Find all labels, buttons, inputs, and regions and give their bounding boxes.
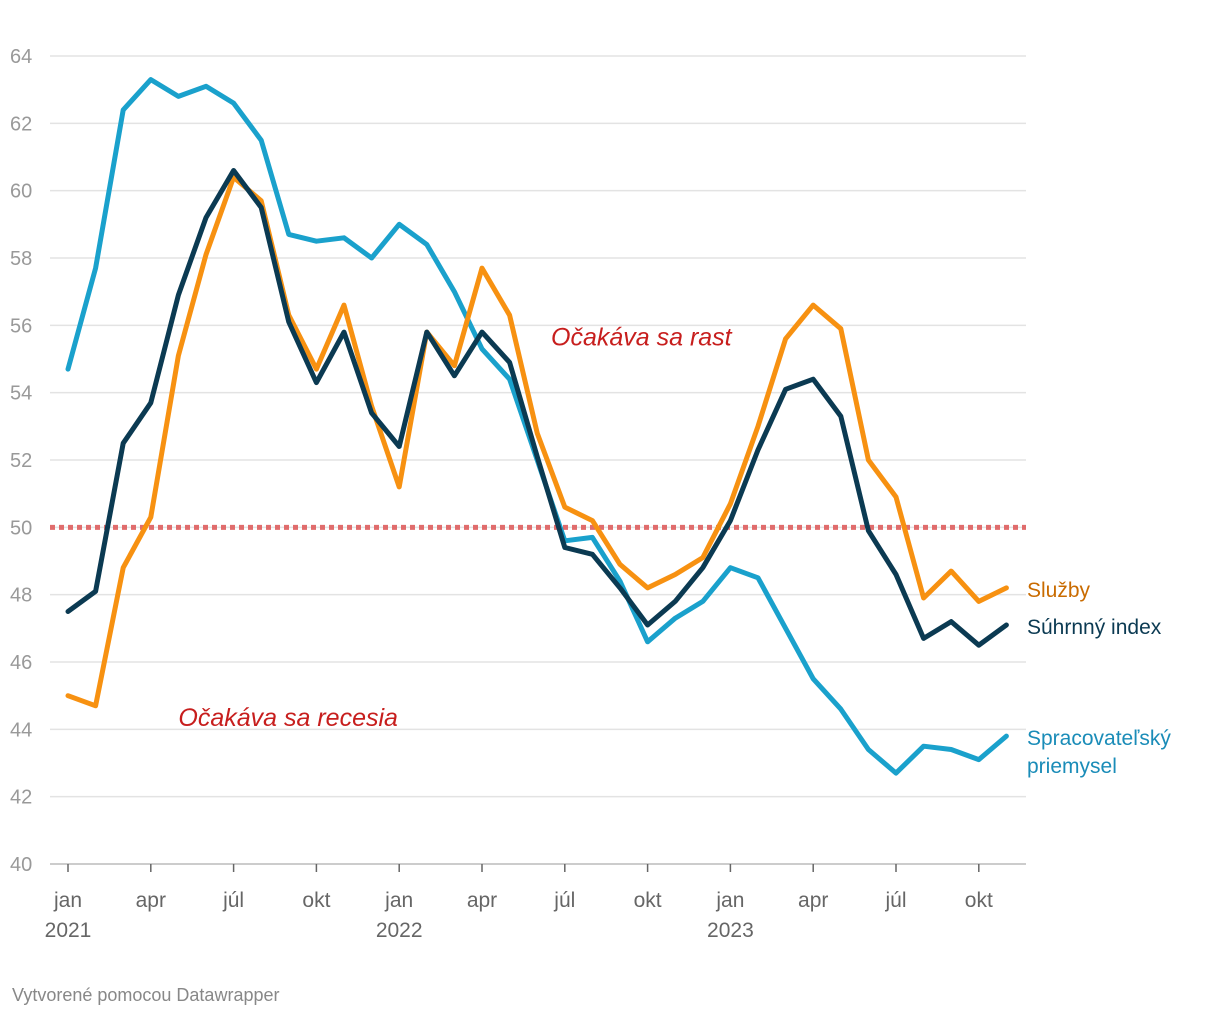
annotation: Očakáva sa rast bbox=[551, 324, 733, 352]
y-tick-label: 46 bbox=[10, 652, 32, 674]
series-line-súhrnný-index bbox=[65, 168, 1009, 648]
x-tick-label: apr bbox=[467, 889, 497, 912]
x-tick-year: 2021 bbox=[45, 919, 92, 942]
y-tick-label: 60 bbox=[10, 181, 32, 203]
x-tick-label: jan bbox=[715, 889, 744, 912]
y-tick-label: 48 bbox=[10, 585, 32, 607]
y-tick-label: 62 bbox=[10, 113, 32, 135]
y-tick-label: 42 bbox=[10, 787, 32, 809]
y-tick-label: 64 bbox=[10, 46, 32, 68]
series-label: priemysel bbox=[1027, 755, 1117, 778]
x-tick-label: okt bbox=[965, 889, 993, 912]
x-tick-label: jan bbox=[384, 889, 413, 912]
y-tick-label: 54 bbox=[10, 383, 32, 405]
y-tick-label: 58 bbox=[10, 248, 32, 270]
series-label: Súhrnný index bbox=[1027, 616, 1162, 639]
x-tick-year: 2023 bbox=[707, 919, 754, 942]
series-line-služby bbox=[65, 174, 1009, 709]
x-tick-label: apr bbox=[136, 889, 166, 912]
x-tick-year: 2022 bbox=[376, 919, 423, 942]
y-tick-label: 56 bbox=[10, 315, 32, 337]
series-label: Služby bbox=[1027, 579, 1091, 602]
y-tick-label: 40 bbox=[10, 854, 32, 876]
y-tick-label: 50 bbox=[10, 517, 32, 539]
annotation: Očakáva sa recesia bbox=[178, 704, 398, 732]
credit-text: Vytvorené pomocou Datawrapper bbox=[12, 985, 280, 1005]
x-tick-label: apr bbox=[798, 889, 828, 912]
y-tick-label: 52 bbox=[10, 450, 32, 472]
x-tick-label: okt bbox=[302, 889, 330, 912]
x-tick-label: okt bbox=[634, 889, 662, 912]
x-tick-label: jan bbox=[53, 889, 82, 912]
x-tick-label: júl bbox=[884, 889, 906, 912]
y-tick-label: 44 bbox=[10, 719, 32, 741]
x-tick-label: júl bbox=[553, 889, 575, 912]
series-label: Spracovateľský bbox=[1027, 727, 1171, 750]
x-tick-label: júl bbox=[222, 889, 244, 912]
